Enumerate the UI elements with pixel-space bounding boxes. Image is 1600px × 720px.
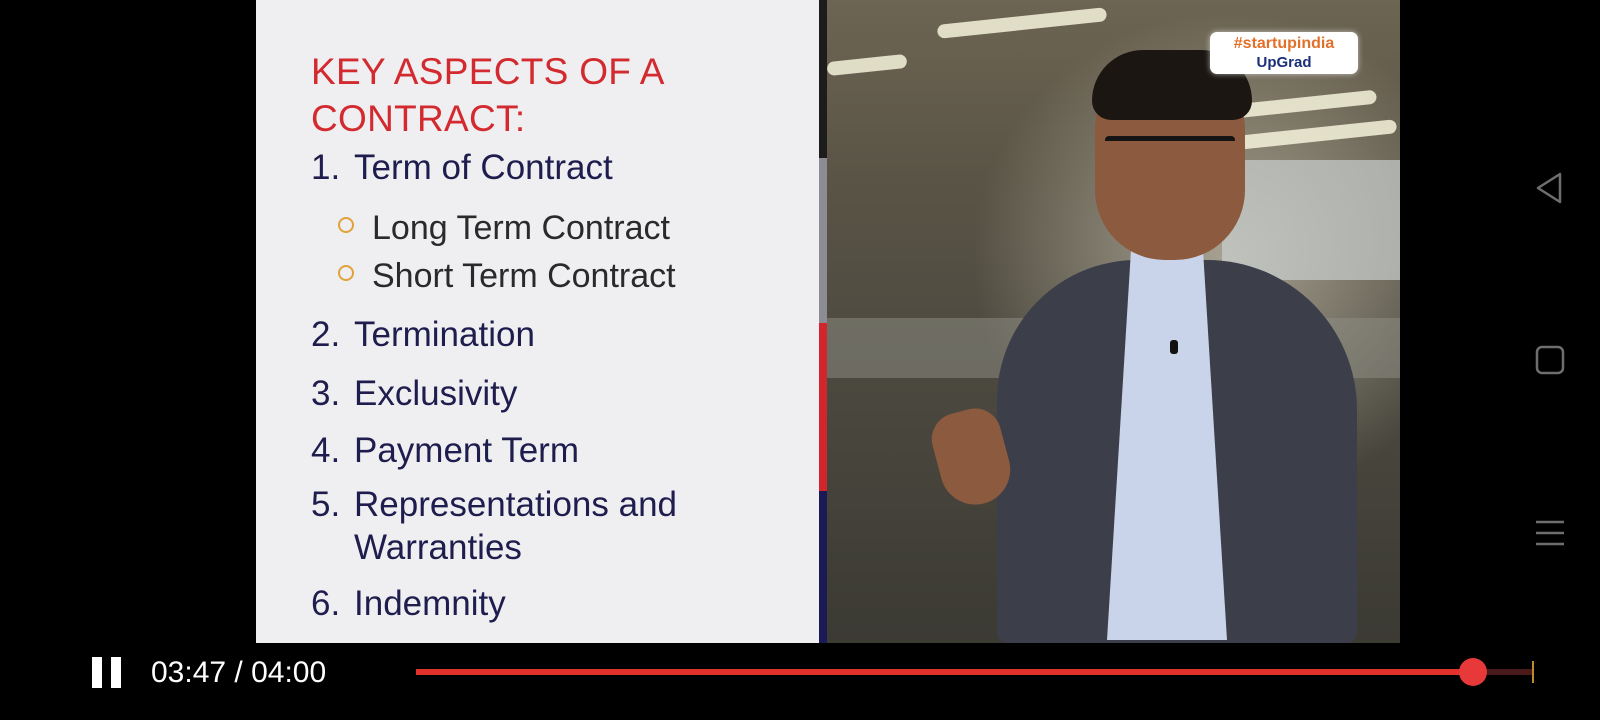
divider-accent-navy	[819, 491, 827, 643]
item-text: Payment Term	[354, 431, 579, 470]
item-number: 3.	[311, 374, 341, 413]
watermark-line2: UpGrad	[1256, 54, 1312, 71]
sub-list-item: Short Term Contract	[338, 255, 676, 297]
player-controls: 03:47 / 04:00	[0, 643, 1600, 720]
seek-bar-end-marker	[1532, 661, 1534, 683]
item-text: Term of Contract	[354, 148, 613, 187]
ceiling-light	[827, 53, 908, 77]
presenter-shirt	[1107, 250, 1227, 640]
seek-bar-played	[416, 669, 1474, 675]
list-item: 6. Indemnity	[311, 582, 506, 625]
item-number: 6.	[311, 584, 341, 623]
list-item: 4. Payment Term	[311, 429, 579, 472]
item-number: 5.	[311, 485, 341, 524]
item-text: Representations and Warranties	[354, 485, 677, 567]
list-item: 3. Exclusivity	[311, 372, 517, 415]
home-icon[interactable]	[1532, 342, 1568, 378]
divider-accent-grey	[819, 158, 827, 323]
seek-thumb[interactable]	[1459, 658, 1488, 686]
item-number: 2.	[311, 315, 341, 354]
ceiling-light	[936, 7, 1108, 39]
sub-item-text: Long Term Contract	[372, 209, 670, 247]
item-number: 1.	[311, 148, 341, 187]
slide-title-line1: KEY ASPECTS OF A	[311, 51, 665, 92]
circle-bullet-icon	[338, 265, 354, 281]
divider-accent-red	[819, 323, 827, 491]
list-item: 5. Representations and Warranties	[311, 483, 734, 569]
item-text: Termination	[354, 315, 535, 354]
channel-watermark-logo: #startupindia UpGrad	[1210, 32, 1358, 74]
lapel-mic-icon	[1170, 340, 1178, 354]
presenter-camera-view: #startupindia UpGrad	[827, 0, 1400, 643]
list-item: 2. Termination	[311, 313, 535, 356]
slide-title-line2: CONTRACT:	[311, 98, 526, 139]
office-window	[1222, 160, 1400, 280]
seek-bar[interactable]	[416, 658, 1534, 686]
back-icon[interactable]	[1532, 170, 1568, 206]
presenter	[907, 40, 1387, 643]
glasses-icon	[1105, 136, 1235, 169]
pause-icon	[92, 657, 102, 688]
slide-title: KEY ASPECTS OF A CONTRACT:	[311, 48, 771, 142]
circle-bullet-icon	[338, 217, 354, 233]
menu-icon[interactable]	[1532, 515, 1568, 551]
list-item: 1. Term of Contract	[311, 146, 613, 189]
video-frame[interactable]: KEY ASPECTS OF A CONTRACT: 1. Term of Con…	[256, 0, 1400, 643]
item-text: Exclusivity	[354, 374, 518, 413]
pause-button[interactable]	[88, 653, 128, 693]
watermark-line1: #startupindia	[1233, 35, 1335, 52]
sub-list-item: Long Term Contract	[338, 207, 670, 249]
item-text: Indemnity	[354, 584, 506, 623]
item-number: 4.	[311, 431, 341, 470]
sub-item-text: Short Term Contract	[372, 257, 676, 295]
time-display: 03:47 / 04:00	[151, 656, 327, 689]
pause-icon-bar	[111, 657, 121, 688]
slide-panel: KEY ASPECTS OF A CONTRACT: 1. Term of Con…	[256, 0, 819, 643]
